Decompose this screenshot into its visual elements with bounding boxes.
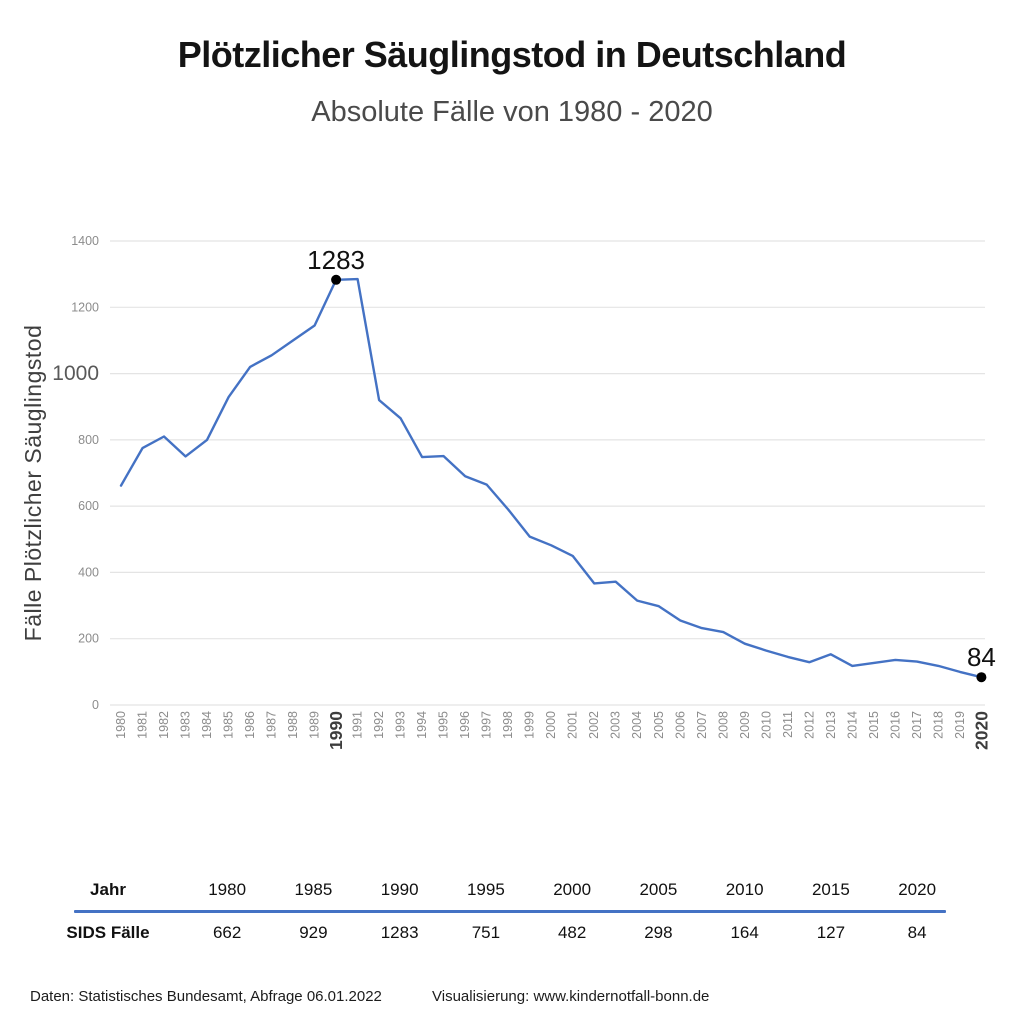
x-tick-label: 1992 xyxy=(372,711,386,739)
table-value-cell: 164 xyxy=(730,923,759,942)
data-point-marker xyxy=(976,672,987,683)
x-tick-label: 2013 xyxy=(824,711,838,739)
x-tick-label: 2020 xyxy=(971,711,991,750)
table-value-cell: 127 xyxy=(816,923,846,942)
line-chart: 0 200 400 600 800 1000 1200 1400 1980 1981 1982 198… xyxy=(52,234,996,750)
data-source: Daten: Statistisches Bundesamt, Abfrage … xyxy=(30,988,382,1005)
table-header-label: Jahr xyxy=(90,880,126,899)
data-point-label: 84 xyxy=(967,642,996,672)
x-tick-label: 2017 xyxy=(910,711,924,739)
x-tick-label: 2006 xyxy=(673,711,687,739)
y-tick-label: 1200 xyxy=(71,300,99,314)
x-tick-label: 2008 xyxy=(716,711,730,739)
y-tick-label: 1400 xyxy=(71,234,99,248)
x-tick-label: 2009 xyxy=(738,711,752,739)
x-tick-label: 2010 xyxy=(759,711,773,739)
table-value-cell: 1283 xyxy=(380,923,419,942)
table-value-cell: 929 xyxy=(299,923,328,942)
y-tick-label: 1000 xyxy=(52,362,99,385)
table-divider xyxy=(74,910,946,913)
table-year-cell: 1990 xyxy=(380,880,419,899)
table-year-cell: 2015 xyxy=(811,880,850,899)
x-tick-label: 2002 xyxy=(587,711,601,739)
x-tick-label: 1987 xyxy=(265,711,279,739)
table-value-cell: 482 xyxy=(557,923,587,942)
x-tick-label: 2001 xyxy=(566,711,580,739)
table-value-cell: 662 xyxy=(212,923,242,942)
table-year-cell: 1980 xyxy=(208,880,247,899)
table-year-cell: 2020 xyxy=(898,880,937,899)
x-tick-label: 1983 xyxy=(179,711,193,739)
x-tick-label: 2000 xyxy=(544,711,558,739)
x-tick-label: 2004 xyxy=(630,711,644,739)
x-tick-label: 2016 xyxy=(888,711,902,739)
x-tick-label: 1994 xyxy=(415,711,429,739)
data-table: Jahr 1980 1985 1990 1995 2000 2005 2010 … xyxy=(32,870,962,953)
x-tick-label: 2011 xyxy=(781,711,795,738)
x-tick-label: 1991 xyxy=(351,711,365,739)
x-tick-label: 1986 xyxy=(243,711,257,739)
page-title: Plötzlicher Säuglingstod in Deutschland xyxy=(177,34,847,75)
table-year-cell: 1995 xyxy=(466,880,505,899)
data-point-label: 1283 xyxy=(307,245,365,275)
x-tick-label: 1988 xyxy=(286,711,300,739)
table-row-label: SIDS Fälle xyxy=(66,923,150,942)
sids-trend-line xyxy=(119,277,983,679)
table-value-cell: 298 xyxy=(644,923,673,942)
x-tick-label: 2003 xyxy=(609,711,623,739)
table-value-cell: 751 xyxy=(471,923,501,942)
y-tick-label: 600 xyxy=(78,499,99,513)
table-year-cell: 2005 xyxy=(639,880,678,899)
x-tick-label: 1996 xyxy=(458,711,472,739)
y-tick-label: 800 xyxy=(78,433,99,447)
x-tick-label: 2015 xyxy=(867,711,881,739)
y-tick-label: 0 xyxy=(92,698,99,712)
table-header-row: Jahr 1980 1985 1990 1995 2000 2005 2010 … xyxy=(32,870,962,910)
y-tick-label: 200 xyxy=(78,632,99,646)
x-tick-label: 1995 xyxy=(437,711,451,739)
table-year-cell: 1985 xyxy=(294,880,333,899)
x-tick-label: 1984 xyxy=(200,711,214,739)
table-value-row: SIDS Fälle 662 929 1283 751 482 298 164 … xyxy=(32,913,962,953)
x-tick-label: 2019 xyxy=(953,711,967,739)
x-tick-label: 1998 xyxy=(501,711,515,739)
x-tick-label: 1981 xyxy=(136,711,150,739)
table-value-cell: 84 xyxy=(907,923,927,942)
x-tick-label: 2012 xyxy=(802,711,816,739)
x-tick-label: 1999 xyxy=(523,711,537,739)
y-tick-label: 400 xyxy=(78,565,99,579)
x-tick-label: 1985 xyxy=(222,711,236,739)
x-tick-label: 1990 xyxy=(326,711,346,750)
x-tick-label: 1989 xyxy=(308,711,322,739)
x-tick-label: 1997 xyxy=(480,711,494,739)
data-point-marker xyxy=(331,274,342,285)
table-year-cell: 2000 xyxy=(553,880,592,899)
x-tick-label: 1980 xyxy=(114,711,128,739)
x-tick-label: 2005 xyxy=(652,711,666,739)
x-tick-label: 2018 xyxy=(931,711,945,739)
x-tick-label: 2014 xyxy=(845,711,859,739)
visualization-credit: Visualisierung: www.kindernotfall-bonn.d… xyxy=(432,988,710,1005)
x-tick-label: 1993 xyxy=(394,711,408,739)
table-year-cell: 2010 xyxy=(725,880,764,899)
x-tick-label: 1982 xyxy=(157,711,171,739)
page-subtitle: Absolute Fälle von 1980 - 2020 xyxy=(311,96,713,128)
x-tick-label: 2007 xyxy=(695,711,709,739)
